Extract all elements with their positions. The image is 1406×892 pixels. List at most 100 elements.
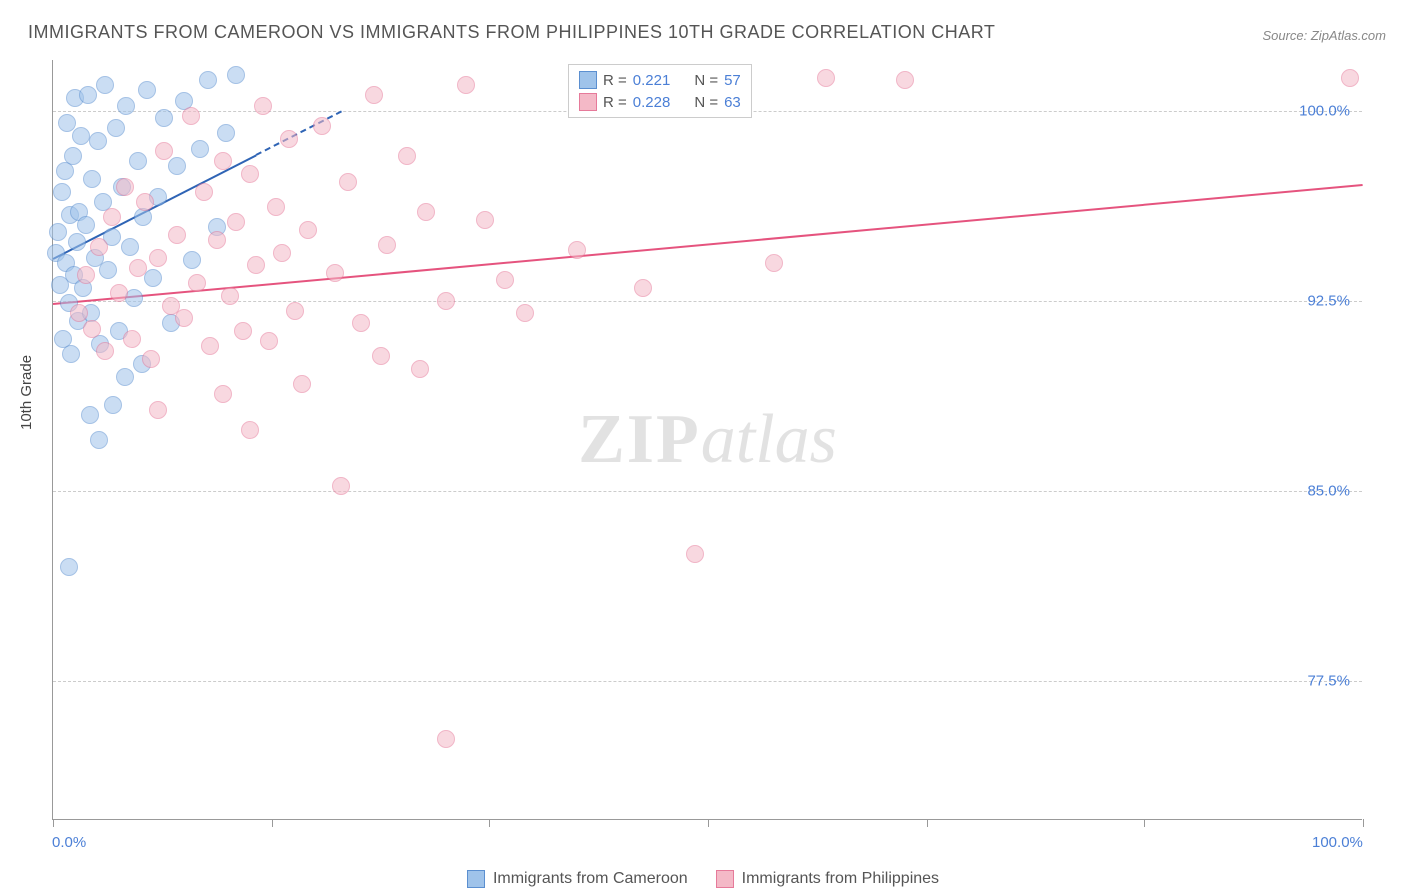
- legend-swatch: [716, 870, 734, 888]
- data-point: [129, 259, 147, 277]
- data-point: [116, 178, 134, 196]
- x-tick: [1363, 819, 1364, 827]
- data-point: [129, 152, 147, 170]
- data-point: [77, 266, 95, 284]
- data-point: [411, 360, 429, 378]
- data-point: [326, 264, 344, 282]
- stat-r-value: 0.221: [633, 72, 671, 89]
- data-point: [62, 345, 80, 363]
- data-point: [155, 109, 173, 127]
- data-point: [234, 322, 252, 340]
- data-point: [99, 261, 117, 279]
- data-point: [273, 244, 291, 262]
- source-value: ZipAtlas.com: [1311, 28, 1386, 43]
- data-point: [214, 152, 232, 170]
- legend-stats-row: R = 0.221N = 57: [579, 69, 741, 91]
- data-point: [104, 396, 122, 414]
- x-tick: [708, 819, 709, 827]
- data-point: [96, 76, 114, 94]
- data-point: [195, 183, 213, 201]
- stat-n-label: N =: [694, 72, 718, 89]
- watermark: ZIPatlas: [578, 400, 837, 480]
- data-point: [293, 375, 311, 393]
- source-attribution: Source: ZipAtlas.com: [1262, 28, 1386, 43]
- y-tick-label: 100.0%: [1299, 102, 1350, 119]
- data-point: [149, 401, 167, 419]
- data-point: [116, 368, 134, 386]
- data-point: [183, 251, 201, 269]
- data-point: [378, 236, 396, 254]
- data-point: [286, 302, 304, 320]
- data-point: [332, 477, 350, 495]
- data-point: [817, 69, 835, 87]
- data-point: [201, 337, 219, 355]
- data-point: [155, 142, 173, 160]
- data-point: [260, 332, 278, 350]
- data-point: [188, 274, 206, 292]
- data-point: [107, 119, 125, 137]
- data-point: [241, 421, 259, 439]
- data-point: [182, 107, 200, 125]
- legend-item: Immigrants from Cameroon: [467, 870, 688, 888]
- data-point: [191, 140, 209, 158]
- data-point: [103, 208, 121, 226]
- data-point: [339, 173, 357, 191]
- data-point: [117, 97, 135, 115]
- legend-swatch: [579, 93, 597, 111]
- data-point: [365, 86, 383, 104]
- data-point: [83, 320, 101, 338]
- y-tick-label: 92.5%: [1307, 292, 1350, 309]
- data-point: [123, 330, 141, 348]
- data-point: [516, 304, 534, 322]
- data-point: [96, 342, 114, 360]
- data-point: [110, 284, 128, 302]
- gridline: [53, 491, 1362, 492]
- y-axis-label: 10th Grade: [18, 355, 35, 430]
- legend-bottom: Immigrants from CameroonImmigrants from …: [0, 870, 1406, 888]
- stat-n-label: N =: [694, 94, 718, 111]
- watermark-zip: ZIP: [578, 401, 701, 478]
- data-point: [686, 545, 704, 563]
- x-tick: [53, 819, 54, 827]
- data-point: [227, 66, 245, 84]
- data-point: [121, 238, 139, 256]
- data-point: [89, 132, 107, 150]
- data-point: [280, 130, 298, 148]
- gridline: [53, 681, 1362, 682]
- data-point: [199, 71, 217, 89]
- gridline: [53, 301, 1362, 302]
- data-point: [241, 165, 259, 183]
- data-point: [299, 221, 317, 239]
- legend-stats: R = 0.221N = 57R = 0.228N = 63: [568, 64, 752, 118]
- data-point: [1341, 69, 1359, 87]
- data-point: [125, 289, 143, 307]
- data-point: [64, 147, 82, 165]
- data-point: [72, 127, 90, 145]
- regression-line: [53, 184, 1363, 305]
- data-point: [70, 304, 88, 322]
- data-point: [765, 254, 783, 272]
- data-point: [313, 117, 331, 135]
- source-label: Source:: [1262, 28, 1310, 43]
- legend-swatch: [579, 71, 597, 89]
- data-point: [221, 287, 239, 305]
- data-point: [149, 249, 167, 267]
- legend-label: Immigrants from Cameroon: [493, 870, 688, 888]
- data-point: [267, 198, 285, 216]
- data-point: [634, 279, 652, 297]
- data-point: [372, 347, 390, 365]
- data-point: [136, 193, 154, 211]
- data-point: [90, 238, 108, 256]
- regression-line-dashed: [256, 111, 342, 156]
- y-tick-label: 85.0%: [1307, 482, 1350, 499]
- data-point: [53, 183, 71, 201]
- stat-n-value: 57: [724, 72, 741, 89]
- data-point: [81, 406, 99, 424]
- data-point: [83, 170, 101, 188]
- data-point: [214, 385, 232, 403]
- chart-title: IMMIGRANTS FROM CAMEROON VS IMMIGRANTS F…: [28, 22, 995, 43]
- data-point: [352, 314, 370, 332]
- watermark-atlas: atlas: [701, 401, 837, 478]
- data-point: [568, 241, 586, 259]
- data-point: [49, 223, 67, 241]
